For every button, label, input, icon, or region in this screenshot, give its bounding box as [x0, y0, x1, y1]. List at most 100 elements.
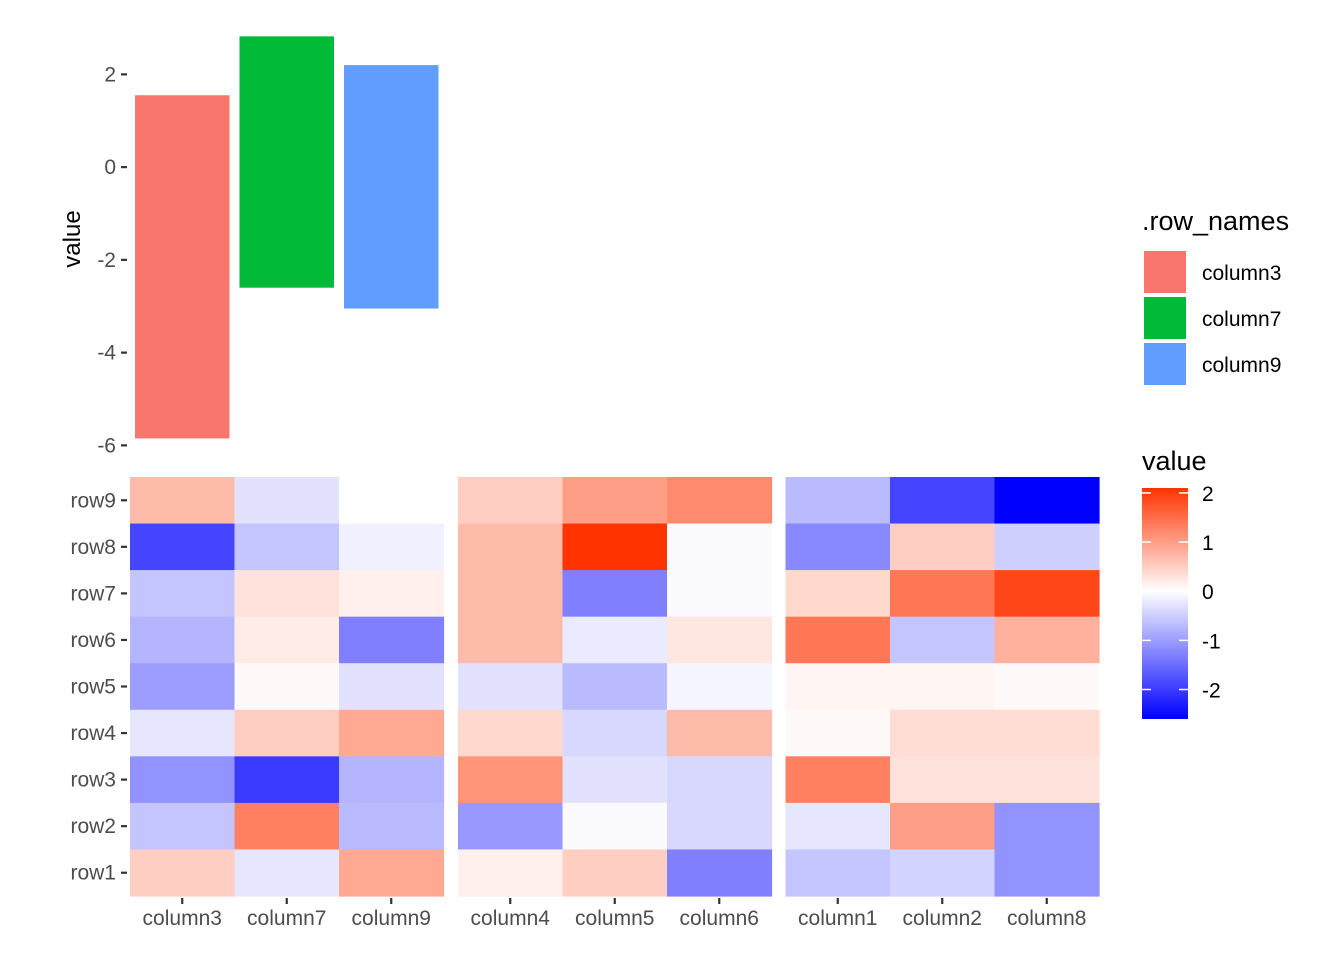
heatmap-cell — [234, 570, 340, 618]
legend-key-column3 — [1144, 251, 1186, 293]
bar-y-tick-label: -2 — [97, 249, 116, 272]
heatmap-cell — [458, 709, 564, 757]
heatmap-cell — [458, 616, 564, 664]
heatmap-column-label: column3 — [143, 907, 222, 930]
heatmap-column-label: column2 — [903, 907, 982, 930]
heatmap-cell — [890, 570, 996, 618]
heatmap-cell — [234, 616, 340, 664]
heatmap-cell — [667, 802, 773, 851]
heatmap-cell — [994, 663, 1100, 711]
bar-y-tick-label: -4 — [97, 342, 116, 365]
heatmap-row-label: row6 — [70, 629, 116, 652]
legend-label: column3 — [1202, 262, 1281, 285]
heatmap-cell — [458, 523, 564, 571]
heatmap-cell — [994, 802, 1100, 851]
legend-title: .row_names — [1142, 206, 1289, 236]
bar-y-tick-label: -6 — [97, 434, 116, 457]
heatmap-cell — [562, 849, 668, 897]
heatmap-cell — [890, 849, 996, 897]
legend-colorbar: value 2 1 0 -1 -2 — [1142, 446, 1221, 719]
heatmap-cell — [234, 663, 340, 711]
heatmap-cell — [785, 616, 891, 664]
heatmap-cell — [890, 802, 996, 851]
heatmap-cell — [667, 849, 773, 897]
heatmap-row-label: row4 — [70, 722, 116, 745]
bar-column3 — [135, 95, 230, 439]
heatmap-column-label: column9 — [352, 907, 431, 930]
heatmap-cell — [994, 616, 1100, 664]
heatmap-cell — [234, 477, 340, 525]
heatmap-cell — [785, 756, 891, 804]
colorbar-tick-label: 1 — [1202, 532, 1214, 555]
heatmap-cell — [785, 477, 891, 525]
heatmap-row-label: row8 — [70, 536, 116, 559]
heatmap-cell — [562, 663, 668, 711]
bar-y-tick-label: 2 — [104, 63, 116, 86]
colorbar-tick-label: -1 — [1202, 630, 1221, 653]
heatmap-panel: row9 row8 row7 row6 row5 row4 row3 row2 row1 colu… — [70, 477, 1100, 930]
heatmap-cell — [890, 709, 996, 757]
heatmap-cell — [785, 570, 891, 618]
heatmap-cell — [130, 663, 236, 711]
heatmap-cell — [339, 709, 445, 757]
heatmap-cell — [339, 477, 445, 525]
heatmap-cell — [562, 523, 668, 571]
heatmap-cell — [667, 709, 773, 757]
heatmap-cell — [130, 756, 236, 804]
heatmap-cell — [234, 802, 340, 851]
colorbar-tick-label: 0 — [1202, 581, 1214, 604]
heatmap-cell — [890, 756, 996, 804]
heatmap-cell — [562, 802, 668, 851]
heatmap-cell — [130, 523, 236, 571]
heatmap-row-label: row1 — [70, 862, 116, 885]
heatmap-cell — [130, 570, 236, 618]
colorbar-title: value — [1142, 446, 1207, 476]
heatmap-row-label: row9 — [70, 489, 116, 512]
heatmap-cell — [785, 523, 891, 571]
heatmap-cell — [458, 802, 564, 851]
heatmap-cell — [458, 663, 564, 711]
heatmap-cell — [667, 477, 773, 525]
heatmap-cell — [667, 523, 773, 571]
legend-key-column9 — [1144, 343, 1186, 385]
heatmap-cell — [890, 477, 996, 525]
heatmap-cell — [562, 756, 668, 804]
bar-y-tick-label: 0 — [104, 156, 116, 179]
heatmap-cell — [667, 663, 773, 711]
heatmap-row-label: row5 — [70, 676, 116, 699]
heatmap-cell — [339, 570, 445, 618]
heatmap-cell — [234, 523, 340, 571]
colorbar-tick-label: 2 — [1202, 483, 1214, 506]
heatmap-row-label: row7 — [70, 582, 116, 605]
heatmap-cell — [562, 477, 668, 525]
heatmap-column-label: column4 — [471, 907, 551, 930]
legend-label: column9 — [1202, 354, 1281, 377]
heatmap-cell — [994, 849, 1100, 897]
heatmap-cell — [562, 570, 668, 618]
legend-key-column7 — [1144, 297, 1186, 339]
heatmap-cell — [890, 663, 996, 711]
heatmap-cell — [458, 756, 564, 804]
heatmap-column-label: column5 — [575, 907, 654, 930]
heatmap-cell — [339, 802, 445, 851]
heatmap-cell — [667, 756, 773, 804]
heatmap-cell — [339, 849, 445, 897]
heatmap-cell — [458, 477, 564, 525]
bar-column9 — [344, 65, 439, 309]
heatmap-row-label: row3 — [70, 769, 116, 792]
heatmap-column-label: column7 — [247, 907, 326, 930]
heatmap-cell — [994, 756, 1100, 804]
heatmap-cell — [785, 802, 891, 851]
heatmap-row-label: row2 — [70, 815, 116, 838]
heatmap-cell — [130, 849, 236, 897]
heatmap-cell — [890, 616, 996, 664]
heatmap-cell — [785, 709, 891, 757]
heatmap-cell — [785, 663, 891, 711]
bar-panel: 2 0 -2 -4 -6 value — [59, 36, 439, 457]
heatmap-column-label: column1 — [798, 907, 877, 930]
heatmap-cell — [458, 570, 564, 618]
heatmap-cell — [890, 523, 996, 571]
legend-row-names: .row_names column3 column7 column9 — [1142, 206, 1289, 385]
bar-y-axis-title: value — [59, 210, 86, 267]
heatmap-column-label: column8 — [1007, 907, 1086, 930]
